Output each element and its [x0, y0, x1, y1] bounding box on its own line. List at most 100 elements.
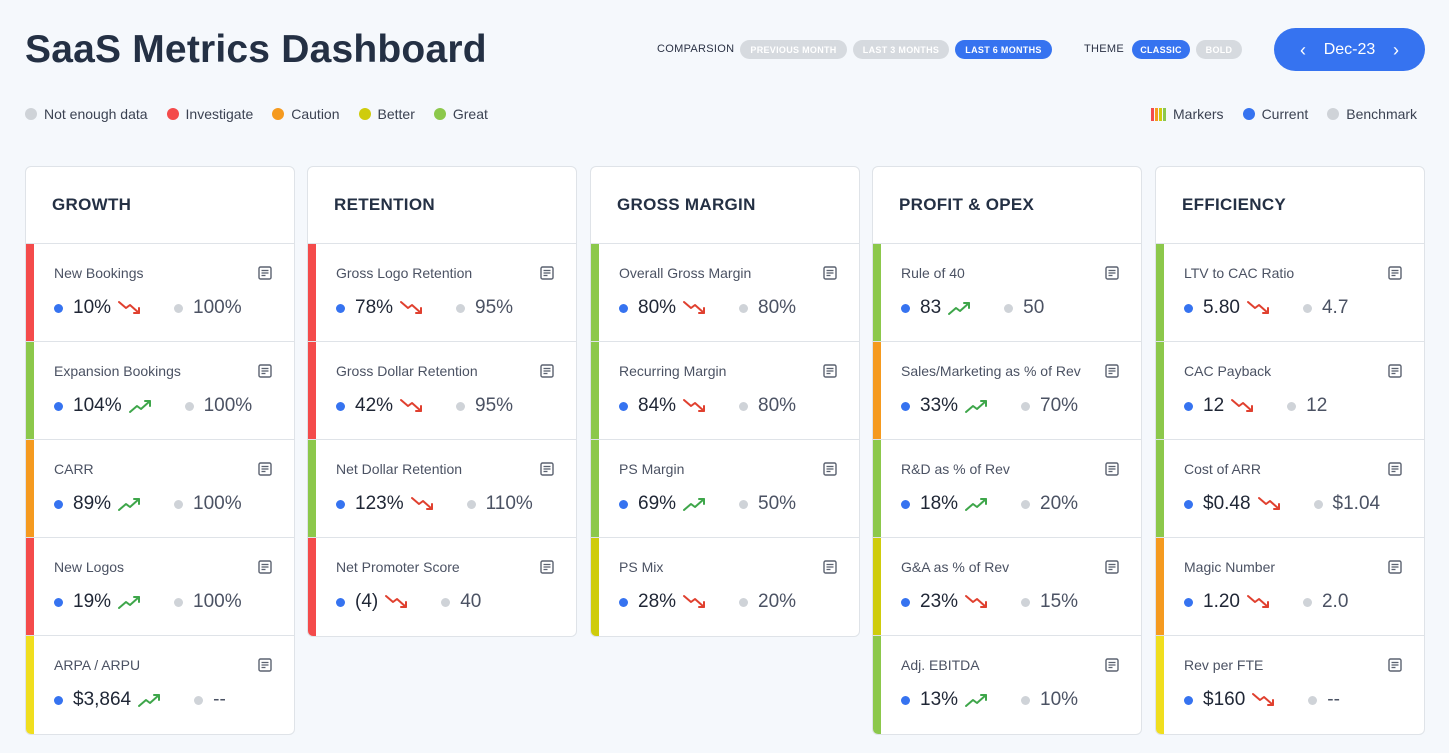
benchmark-value: -- — [1327, 689, 1340, 710]
status-marker — [26, 440, 34, 537]
chevron-left-icon[interactable]: ‹ — [1300, 39, 1306, 60]
metric-row[interactable]: LTV to CAC Ratio 5.80 4.7 — [1156, 244, 1424, 342]
current-dot — [1184, 499, 1193, 509]
status-marker — [873, 244, 881, 341]
trend-up-icon — [128, 397, 153, 415]
benchmark-dot — [1004, 303, 1014, 313]
notes-icon[interactable] — [1105, 658, 1119, 672]
notes-icon[interactable] — [1388, 266, 1402, 280]
current-value: 104% — [73, 395, 122, 416]
current-value: 42% — [355, 395, 394, 416]
notes-icon[interactable] — [258, 266, 272, 280]
notes-icon[interactable] — [540, 560, 554, 574]
notes-icon[interactable] — [1105, 266, 1119, 280]
metric-row[interactable]: Sales/Marketing as % of Rev 33% 70% — [873, 342, 1141, 440]
current-value: $0.48 — [1203, 493, 1251, 514]
metric-row[interactable]: CARR 89% 100% — [26, 440, 294, 538]
benchmark-value: 100% — [193, 493, 242, 514]
benchmark-value: 110% — [485, 493, 533, 514]
status-marker — [591, 244, 599, 341]
trend-up-icon — [137, 691, 162, 709]
metric-row[interactable]: Gross Logo Retention 78% 95% — [308, 244, 576, 342]
notes-icon[interactable] — [1105, 560, 1119, 574]
metric-row[interactable]: G&A as % of Rev 23% 15% — [873, 538, 1141, 636]
current-value: 123% — [355, 493, 404, 514]
comparison-previous-month-button[interactable]: PREVIOUS MONTH — [740, 40, 847, 59]
notes-icon[interactable] — [1388, 364, 1402, 378]
metric-row[interactable]: R&D as % of Rev 18% 20% — [873, 440, 1141, 538]
trend-down-icon — [682, 593, 707, 611]
current-value: 10% — [73, 297, 112, 318]
metric-row[interactable]: Adj. EBITDA 13% 10% — [873, 636, 1141, 734]
current-value: 23% — [920, 591, 959, 612]
theme-bold-button[interactable]: BOLD — [1196, 40, 1242, 59]
notes-icon[interactable] — [823, 266, 837, 280]
current-dot — [336, 499, 345, 509]
metric-name: PS Margin — [619, 461, 685, 477]
benchmark-dot — [739, 499, 749, 509]
notes-icon[interactable] — [823, 462, 837, 476]
benchmark-value: 100% — [203, 395, 253, 416]
status-marker — [873, 538, 881, 635]
current-dot — [901, 597, 910, 607]
theme-classic-button[interactable]: CLASSIC — [1132, 40, 1190, 59]
current-dot — [336, 401, 345, 411]
metric-row[interactable]: Overall Gross Margin 80% 80% — [591, 244, 859, 342]
comparison-last-6-months-button[interactable]: LAST 6 MONTHS — [955, 40, 1052, 59]
metric-row[interactable]: New Logos 19% 100% — [26, 538, 294, 636]
metric-row[interactable]: Gross Dollar Retention 42% 95% — [308, 342, 576, 440]
metric-row[interactable]: Cost of ARR $0.48 $1.04 — [1156, 440, 1424, 538]
metric-row[interactable]: Rule of 40 83 50 — [873, 244, 1141, 342]
current-value: 78% — [355, 297, 394, 318]
metric-name: CAC Payback — [1184, 363, 1272, 379]
legend-dot — [358, 108, 371, 120]
notes-icon[interactable] — [1388, 462, 1402, 476]
notes-icon[interactable] — [1105, 364, 1119, 378]
metric-row[interactable]: New Bookings 10% 100% — [26, 244, 294, 342]
current-value: 12 — [1203, 395, 1225, 416]
notes-icon[interactable] — [258, 364, 272, 378]
benchmark-value: 10% — [1040, 689, 1079, 710]
notes-icon[interactable] — [258, 560, 272, 574]
chevron-right-icon[interactable]: › — [1392, 39, 1399, 60]
current-value: 84% — [638, 395, 677, 416]
notes-icon[interactable] — [823, 364, 837, 378]
notes-icon[interactable] — [540, 266, 554, 280]
metric-row[interactable]: Net Promoter Score (4) 40 — [308, 538, 576, 636]
trend-down-icon — [410, 495, 435, 513]
notes-icon[interactable] — [540, 462, 554, 476]
metric-row[interactable]: Expansion Bookings 104% 100% — [26, 342, 294, 440]
benchmark-value: 20% — [758, 591, 797, 612]
metric-row[interactable]: PS Margin 69% 50% — [591, 440, 859, 538]
notes-icon[interactable] — [258, 658, 272, 672]
metric-values: 18% 20% — [901, 493, 1078, 515]
metric-row[interactable]: Magic Number 1.20 2.0 — [1156, 538, 1424, 636]
metric-row[interactable]: ARPA / ARPU $3,864 -- — [26, 636, 294, 734]
metric-row[interactable]: Recurring Margin 84% 80% — [591, 342, 859, 440]
benchmark-dot — [1308, 695, 1318, 705]
status-marker — [591, 440, 599, 537]
metric-row[interactable]: Net Dollar Retention 123% 110% — [308, 440, 576, 538]
notes-icon[interactable] — [1105, 462, 1119, 476]
metric-row[interactable]: Rev per FTE $160 -- — [1156, 636, 1424, 734]
metric-values: 123% 110% — [336, 493, 533, 515]
metric-row[interactable]: PS Mix 28% 20% — [591, 538, 859, 636]
metric-row[interactable]: CAC Payback 12 12 — [1156, 342, 1424, 440]
comparison-last-3-months-button[interactable]: LAST 3 MONTHS — [853, 40, 949, 59]
benchmark-value: 20% — [1040, 493, 1079, 514]
notes-icon[interactable] — [1388, 658, 1402, 672]
current-dot — [1184, 401, 1193, 411]
metric-name: LTV to CAC Ratio — [1184, 265, 1295, 281]
metric-values: 19% 100% — [54, 591, 242, 613]
current-dot — [901, 695, 910, 705]
notes-icon[interactable] — [1388, 560, 1402, 574]
column-title: PROFIT & OPEX — [873, 167, 1141, 244]
current-value: 19% — [73, 591, 112, 612]
current-dot — [619, 303, 628, 313]
notes-icon[interactable] — [823, 560, 837, 574]
metric-name: Gross Logo Retention — [336, 265, 473, 281]
current-value: 5.80 — [1203, 297, 1240, 318]
status-marker — [1156, 244, 1164, 341]
notes-icon[interactable] — [540, 364, 554, 378]
notes-icon[interactable] — [258, 462, 272, 476]
